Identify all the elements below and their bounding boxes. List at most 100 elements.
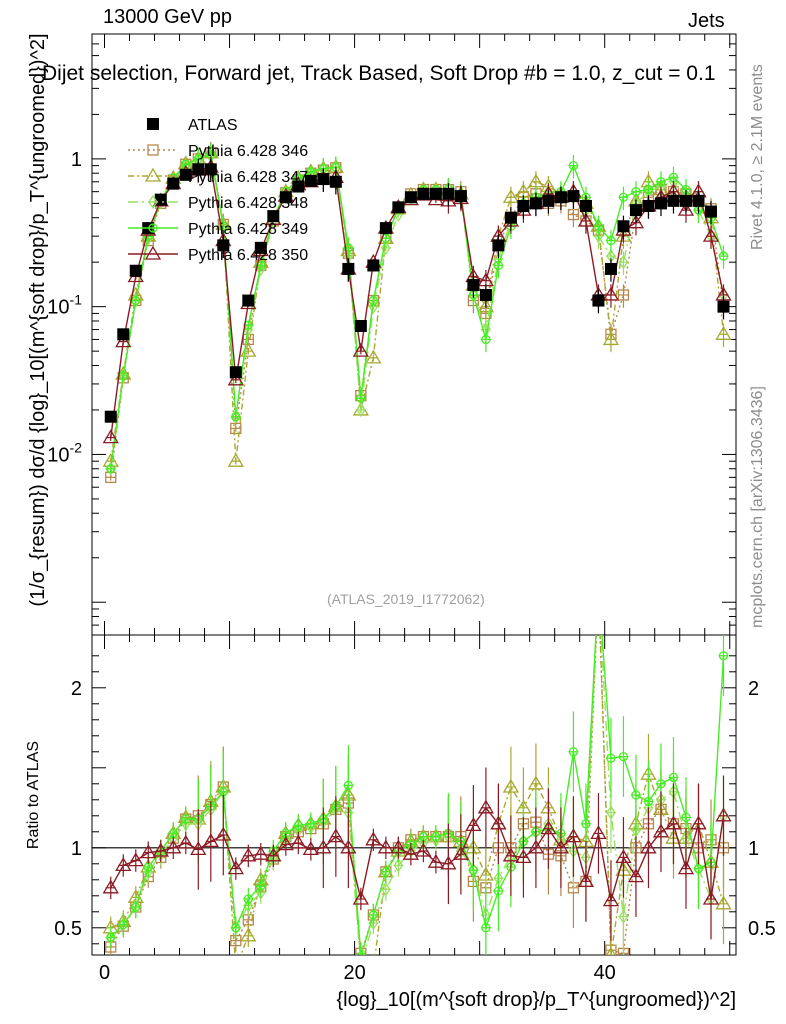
data-point [231,412,241,422]
data-point [465,817,482,832]
data-point [477,298,495,313]
data-point [218,787,228,797]
ratio-axis-title: Ratio to ATLAS [25,741,42,849]
data-point [118,368,129,384]
data-point [702,890,720,905]
data-point [231,923,241,933]
data-point [365,831,382,846]
data-point [343,780,353,791]
data-point [402,845,420,860]
data-point [631,790,641,800]
data-point [590,825,607,840]
data-point [277,836,294,851]
data-point [594,583,602,591]
data-point [593,228,604,244]
y-tick-label: 10-2 [47,439,82,466]
legend-entry-pythia-6-428-347: Pythia 6.428 347 [128,167,308,186]
data-point [215,826,232,841]
data-point [668,772,679,783]
data-point [617,220,630,233]
data-point [717,300,730,313]
data-point [143,862,153,872]
data-point [118,919,128,930]
data-point [352,890,369,905]
legend-entry-pythia-6-428-349: Pythia 6.428 349 [128,221,308,238]
data-point [606,235,616,246]
series-line [110,635,725,955]
data-point [618,255,629,270]
data-point [252,845,269,860]
y-tick-label: 10-1 [47,292,82,319]
data-point [481,334,491,345]
data-point [527,839,545,854]
data-point [256,881,266,891]
data-point [381,882,391,897]
legend-label: Pythia 6.428 349 [188,221,308,238]
data-point [654,197,667,210]
data-point [106,932,116,943]
series-layer [102,142,732,483]
data-point [477,799,495,814]
data-point [527,775,545,790]
data-point [379,222,392,235]
data-point [127,852,144,867]
series-pythia-6-428-350 [102,767,732,941]
data-point [593,582,603,592]
data-point [240,927,257,942]
data-point [627,214,645,229]
mcplots-watermark: mcplots.cern.ch [arXiv:1306.3436] [749,386,766,628]
data-point [231,409,241,424]
rivet-watermark: Rivet 4.1.0, ≥ 2.1M events [749,64,766,250]
data-point [627,868,645,883]
legend-marker [148,194,158,210]
y-tick-label-right: 0.5 [748,918,776,940]
data-point [368,299,379,314]
data-point [493,260,504,271]
series-line [110,635,725,955]
data-point [104,410,117,423]
series-pythia-6-428-348 [105,635,729,955]
data-point [267,210,280,223]
series-atlas [104,158,730,423]
data-point [131,902,141,912]
data-point [656,177,666,187]
data-point [577,873,595,888]
data-point [615,849,632,864]
plot-title: Dijet selection, Forward jet, Track Base… [42,62,716,85]
data-point [256,261,266,277]
series-pythia-6-428-349 [105,583,729,955]
data-point [643,796,654,807]
data-point [693,863,704,874]
legend-label: Pythia 6.428 347 [188,169,308,186]
data-point [606,946,616,955]
data-point [567,190,580,203]
data-point [631,823,641,838]
data-point [240,847,257,862]
data-point [381,240,391,256]
data-point [502,847,520,862]
data-point [302,841,319,856]
data-point [229,366,242,379]
series-line [110,166,725,438]
y-tick-label: 2 [71,678,82,700]
legend-entry-pythia-6-428-350: Pythia 6.428 350 [128,245,308,264]
data-point [367,259,380,272]
main-panel: 10-2 10-1 1 (1/σ_{resum}) dσ/d {log}_10[(m^… [27,33,737,636]
data-point [356,393,366,403]
data-point [552,839,570,854]
data-point [629,204,642,217]
data-point [692,194,705,207]
data-point [381,867,391,877]
data-point [581,819,591,829]
data-point [592,294,605,307]
data-point [292,180,305,193]
data-point [356,951,366,955]
data-point [602,331,620,346]
data-point [204,163,217,176]
y-tick-label-right: 2 [748,678,759,700]
data-point [227,371,244,386]
data-point [715,895,732,910]
data-point [167,177,180,190]
data-point [715,326,732,340]
